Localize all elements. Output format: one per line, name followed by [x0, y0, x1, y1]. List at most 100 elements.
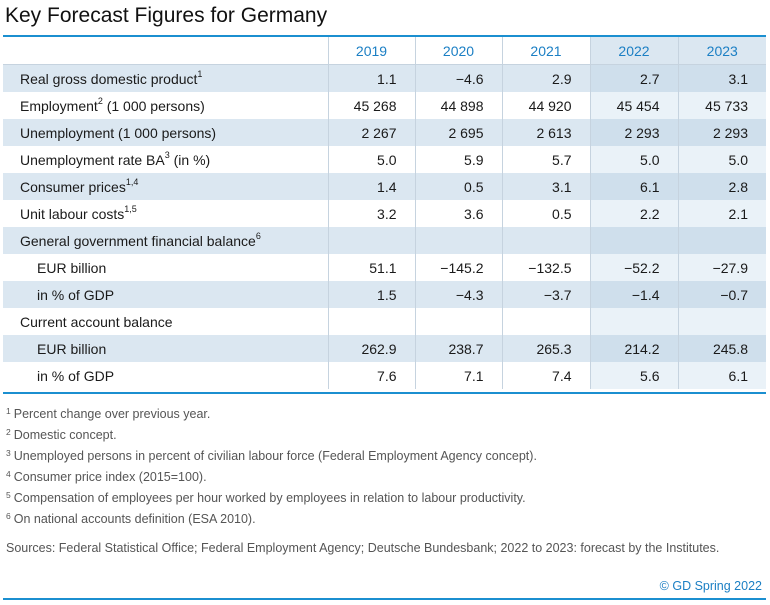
value-cell: 1.5: [328, 281, 416, 308]
footnote-number: 5: [6, 490, 11, 500]
row-label: Unemployment (1 000 persons): [3, 119, 329, 146]
row-label-suffix: (1 000 persons): [102, 97, 205, 114]
value-cell: 6.1: [678, 362, 766, 389]
value-cell: 245.8: [678, 335, 766, 362]
value-cell: [678, 227, 766, 254]
value-cell: 5.0: [328, 146, 416, 173]
table-row: EUR billion 262.9 238.7 265.3 214.2 245.8: [3, 335, 766, 362]
table-bottom-rule: [3, 392, 766, 394]
bottom-rule: [3, 598, 766, 600]
value-cell: −27.9: [678, 254, 766, 281]
value-cell: 0.5: [415, 173, 503, 200]
value-cell: 214.2: [590, 335, 679, 362]
value-cell: 2 293: [590, 119, 679, 146]
value-cell: [590, 308, 679, 335]
footnote-text: Unemployed persons in percent of civilia…: [13, 449, 537, 463]
value-cell: [502, 308, 591, 335]
footnote-ref: 6: [255, 230, 261, 241]
row-label-text: General government financial balance: [20, 232, 256, 249]
page-title: Key Forecast Figures for Germany: [5, 4, 328, 27]
row-label: Real gross domestic product1: [3, 64, 329, 92]
footnote-number: 4: [6, 469, 11, 479]
row-label: EUR billion: [3, 335, 329, 362]
footnote-number: 6: [6, 511, 11, 521]
value-cell: 7.4: [502, 362, 591, 389]
row-label-text: Consumer prices: [20, 178, 126, 195]
footnote-ref: 1,4: [125, 176, 139, 187]
year-header: 2021: [502, 37, 591, 65]
row-label: Current account balance: [3, 308, 329, 335]
table-row: EUR billion 51.1 −145.2 −132.5 −52.2 −27.9: [3, 254, 766, 281]
value-cell: 6.1: [590, 173, 679, 200]
row-label: Consumer prices1,4: [3, 173, 329, 200]
value-cell: 5.9: [415, 146, 503, 173]
table-row: Unemployment rate BA3 (in %) 5.0 5.9 5.7 5.0…: [3, 146, 766, 173]
footnote-ref: 3: [164, 149, 170, 160]
row-label: in % of GDP: [3, 281, 329, 308]
row-label: in % of GDP: [3, 362, 329, 389]
value-cell: 51.1: [328, 254, 416, 281]
sources-note: Sources: Federal Statistical Office; Fed…: [6, 541, 720, 555]
footnote-text: Domestic concept.: [13, 428, 117, 442]
value-cell: −1.4: [590, 281, 679, 308]
year-header: 2020: [415, 37, 503, 65]
forecast-table: 2019 2020 2021 2022 2023 Real gross dome…: [3, 37, 766, 389]
value-cell: 44 898: [415, 92, 503, 119]
value-cell: 1.4: [328, 173, 416, 200]
value-cell: 238.7: [415, 335, 503, 362]
footnotes: 1 Percent change over previous year. 2 Dome…: [6, 404, 537, 530]
footnote: 1 Percent change over previous year.: [6, 404, 537, 425]
row-label-text: Current account balance: [20, 313, 173, 330]
table-row: Real gross domestic product1 1.1 −4.6 2.9 2.…: [3, 64, 766, 92]
row-label-text: Employment: [20, 97, 98, 114]
value-cell: −145.2: [415, 254, 503, 281]
footnote-text: On national accounts definition (ESA 201…: [13, 512, 256, 526]
table-row: Employment2 (1 000 persons) 45 268 44 898 4…: [3, 92, 766, 119]
value-cell: 2.9: [502, 64, 591, 92]
value-cell: [415, 308, 503, 335]
row-label: Unemployment rate BA3 (in %): [3, 146, 329, 173]
value-cell: 2 293: [678, 119, 766, 146]
row-label-text: in % of GDP: [37, 286, 115, 303]
year-header: 2019: [328, 37, 416, 65]
value-cell: 45 268: [328, 92, 416, 119]
footnote-ref: 1: [197, 68, 203, 79]
row-label-text: EUR billion: [37, 340, 107, 357]
value-cell: 2.7: [590, 64, 679, 92]
footnote: 4 Consumer price index (2015=100).: [6, 467, 537, 488]
value-cell: [328, 227, 416, 254]
value-cell: 0.5: [502, 200, 591, 227]
table-row: in % of GDP 1.5 −4.3 −3.7 −1.4 −0.7: [3, 281, 766, 308]
value-cell: −52.2: [590, 254, 679, 281]
table-row: in % of GDP 7.6 7.1 7.4 5.6 6.1: [3, 362, 766, 389]
value-cell: [590, 227, 679, 254]
value-cell: [415, 227, 503, 254]
value-cell: −4.6: [415, 64, 503, 92]
value-cell: 2.2: [590, 200, 679, 227]
value-cell: [502, 227, 591, 254]
row-label-text: Unit labour costs: [20, 205, 125, 222]
header-label-cell: [3, 37, 329, 65]
row-label-text: in % of GDP: [37, 367, 115, 384]
value-cell: [678, 308, 766, 335]
row-label-text: Real gross domestic product: [20, 70, 198, 87]
footnote: 3 Unemployed persons in percent of civili…: [6, 446, 537, 467]
value-cell: 5.0: [678, 146, 766, 173]
value-cell: 5.6: [590, 362, 679, 389]
value-cell: 1.1: [328, 64, 416, 92]
footnote: 6 On national accounts definition (ESA 20…: [6, 509, 537, 530]
value-cell: 44 920: [502, 92, 591, 119]
value-cell: 5.7: [502, 146, 591, 173]
value-cell: −4.3: [415, 281, 503, 308]
value-cell: 3.1: [502, 173, 591, 200]
value-cell: 7.6: [328, 362, 416, 389]
row-label-suffix: (in %): [169, 151, 211, 168]
top-rule: [3, 35, 766, 37]
row-label-text: EUR billion: [37, 259, 107, 276]
value-cell: 2 267: [328, 119, 416, 146]
footnote-ref: 2: [97, 95, 103, 106]
value-cell: 3.2: [328, 200, 416, 227]
value-cell: 3.1: [678, 64, 766, 92]
value-cell: 262.9: [328, 335, 416, 362]
table-row: Consumer prices1,4 1.4 0.5 3.1 6.1 2.8: [3, 173, 766, 200]
